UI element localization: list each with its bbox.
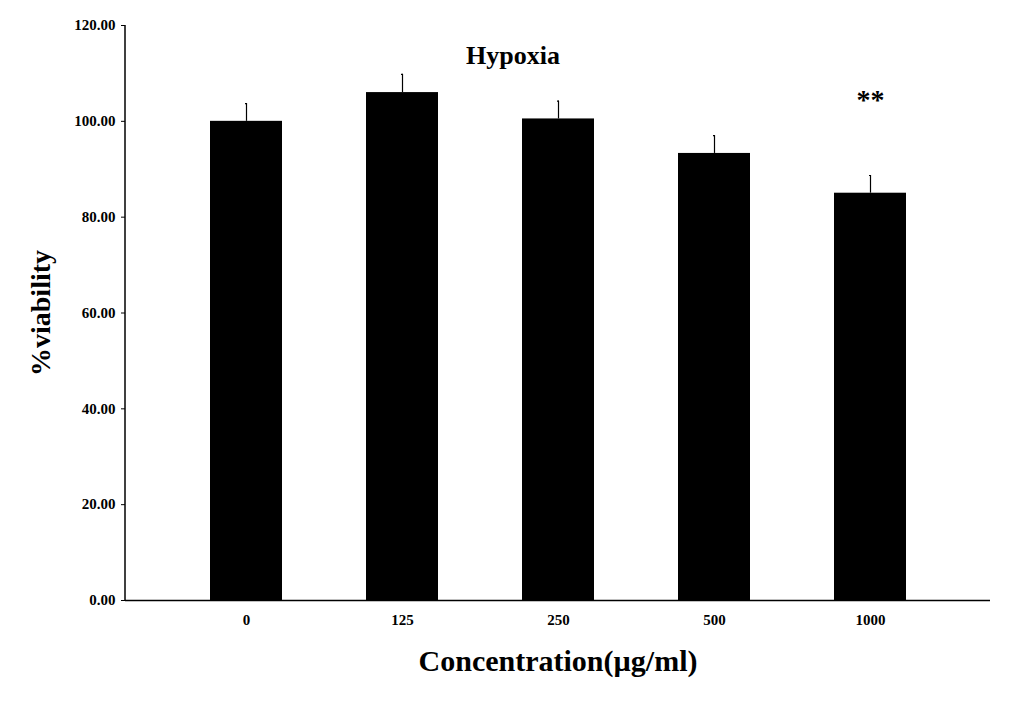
svg-text:0.00: 0.00 [89,592,115,608]
svg-text:80.00: 80.00 [82,209,116,225]
svg-text:0: 0 [243,612,251,628]
svg-text:%viability: %viability [25,250,56,376]
svg-text:125: 125 [391,612,414,628]
svg-text:**: ** [857,84,885,115]
svg-text:Concentration(µg/ml): Concentration(µg/ml) [419,644,698,678]
svg-text:40.00: 40.00 [82,401,116,417]
svg-text:100.00: 100.00 [74,113,115,129]
svg-text:500: 500 [703,612,726,628]
svg-text:1000: 1000 [856,612,886,628]
svg-text:20.00: 20.00 [82,496,116,512]
svg-text:60.00: 60.00 [82,305,116,321]
svg-text:Hypoxia: Hypoxia [466,41,560,70]
svg-text:120.00: 120.00 [74,17,115,33]
svg-text:250: 250 [547,612,570,628]
